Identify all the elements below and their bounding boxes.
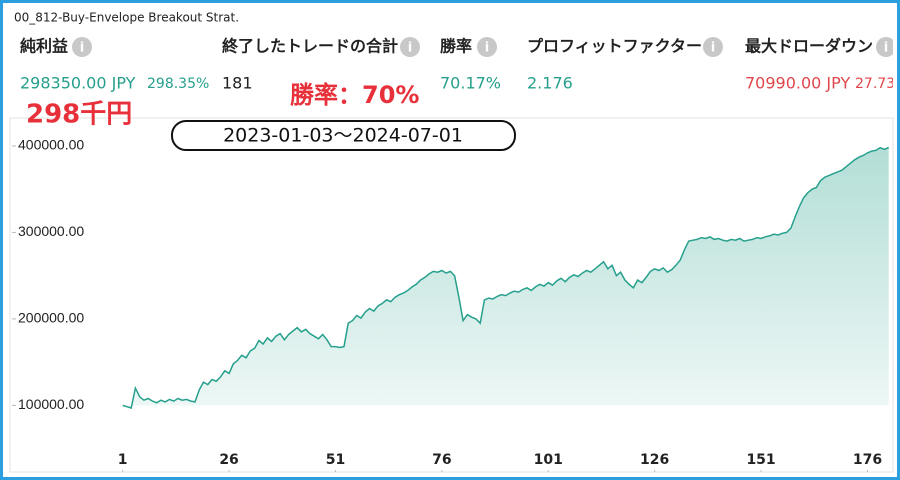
period-annotation: 2023-01-03～2024-07-01: [223, 125, 463, 147]
metric-label: 勝率: [440, 37, 472, 56]
profit-annotation: 298千円: [26, 100, 132, 130]
metric-label: 純利益: [20, 37, 68, 56]
metric-label: プロフィットファクター: [527, 37, 702, 56]
metric-value: 70.17%: [440, 74, 501, 93]
equity-line: [122, 146, 890, 409]
metric-label: 最大ドローダウン: [745, 37, 873, 56]
info-icon[interactable]: [400, 37, 420, 57]
metric-value: 2.176: [527, 74, 573, 93]
metric-value: 298350.00 JPY: [20, 74, 136, 93]
info-glyph: i: [884, 41, 888, 56]
x-tick-label: 26: [219, 452, 238, 468]
metric-value: 70990.00 JPY: [745, 74, 850, 93]
strategy-title: 00_812-Buy-Envelope Breakout Strat.: [14, 11, 239, 25]
info-glyph: i: [711, 41, 715, 56]
metrics: 純利益 終了したトレードの合計 勝率 プロフィットファクター 最大ドローダウン …: [20, 37, 896, 93]
y-tick-label: 100000.00: [18, 396, 84, 412]
y-tick-label: 400000.00: [18, 137, 84, 153]
metric-sub: 27.73: [855, 76, 895, 92]
info-glyph: i: [408, 41, 412, 56]
winrate-annotation: 勝率：70%: [290, 81, 419, 109]
x-tick-label: 101: [534, 452, 563, 468]
info-icon[interactable]: [703, 37, 723, 57]
x-tick-label: 126: [640, 452, 669, 468]
info-glyph: i: [485, 41, 489, 56]
y-tick-label: 300000.00: [18, 223, 84, 239]
info-icon[interactable]: [876, 37, 896, 57]
x-tick-label: 176: [853, 452, 882, 468]
x-tick-label: 1: [118, 452, 128, 468]
info-icons: [72, 37, 896, 57]
chart-frame: [9, 117, 894, 473]
period-box: [171, 120, 516, 151]
metric-value: 181: [222, 74, 253, 93]
metric-label: 終了したトレードの合計: [222, 37, 398, 56]
equity-area: [122, 147, 889, 408]
x-tick-label: 76: [432, 452, 451, 468]
y-tick-label: 200000.00: [18, 310, 84, 326]
info-glyph: i: [80, 41, 84, 56]
metric-sub: 298.35%: [147, 76, 209, 92]
x-tick-label: 151: [746, 452, 775, 468]
info-icon[interactable]: [72, 37, 92, 57]
x-tick-label: 51: [326, 452, 345, 468]
info-icon[interactable]: [477, 37, 497, 57]
